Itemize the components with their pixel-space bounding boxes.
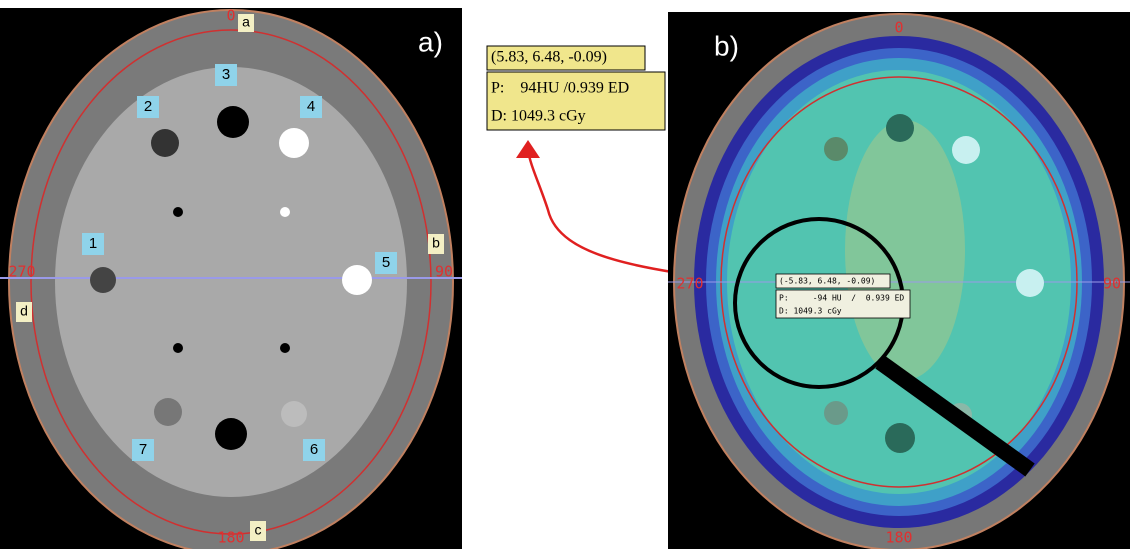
panel-label: a)	[418, 26, 443, 57]
insert	[824, 401, 848, 425]
panel-a: 0 270 90 180 a b c d 1 2 3 4 5 6 7 a)	[0, 7, 462, 549]
insert-label: 1	[89, 235, 97, 252]
insert	[280, 343, 290, 353]
insert	[173, 343, 183, 353]
angle: 270	[8, 263, 35, 281]
insert	[342, 265, 372, 295]
figure: 0 270 90 180 a b c d 1 2 3 4 5 6 7 a) (5…	[0, 0, 1130, 549]
insert-label: 3	[222, 66, 230, 83]
angle: 0	[226, 7, 235, 25]
insert	[885, 423, 915, 453]
angle: 90	[1103, 275, 1121, 293]
insert	[151, 129, 179, 157]
insert-label: 2	[144, 98, 152, 115]
insert	[217, 106, 249, 138]
marker: a	[242, 14, 250, 30]
angle: 180	[885, 529, 912, 547]
insert	[279, 128, 309, 158]
insert	[173, 207, 183, 217]
angle: 180	[217, 529, 244, 547]
insert	[90, 267, 116, 293]
tooltip: (5.83, 6.48, -0.09) P: 94HU /0.939 ED D:…	[487, 46, 665, 130]
tooltip-d: D: 1049.3 cGy	[779, 307, 842, 316]
tooltip-d: D: 1049.3 cGy	[491, 108, 586, 125]
insert	[952, 136, 980, 164]
angle: 90	[435, 263, 453, 281]
panel-b: (-5.83, 6.48, -0.09) P: -94 HU / 0.939 E…	[668, 12, 1130, 549]
angle: 270	[676, 275, 703, 293]
insert	[886, 114, 914, 142]
insert	[1016, 269, 1044, 297]
insert-label: 6	[310, 441, 318, 458]
angle: 0	[894, 19, 903, 37]
insert	[824, 137, 848, 161]
tooltip-p: P: 94HU /0.939 ED	[491, 80, 629, 97]
dose-hotspot	[845, 120, 965, 380]
marker: d	[20, 303, 28, 319]
insert	[215, 418, 247, 450]
insert	[281, 401, 307, 427]
marker: b	[432, 235, 440, 251]
tooltip-coords: (5.83, 6.48, -0.09)	[491, 49, 607, 66]
insert-label: 7	[139, 441, 147, 458]
insert	[154, 398, 182, 426]
arrow-head	[516, 140, 540, 158]
insert	[280, 207, 290, 217]
tooltip-p: P: -94 HU / 0.939 ED	[779, 294, 904, 303]
panel-label: b)	[714, 30, 739, 61]
marker: c	[255, 522, 262, 538]
tooltip-coords: (-5.83, 6.48, -0.09)	[779, 277, 875, 286]
insert-label: 4	[307, 98, 315, 115]
insert-label: 5	[382, 254, 390, 271]
